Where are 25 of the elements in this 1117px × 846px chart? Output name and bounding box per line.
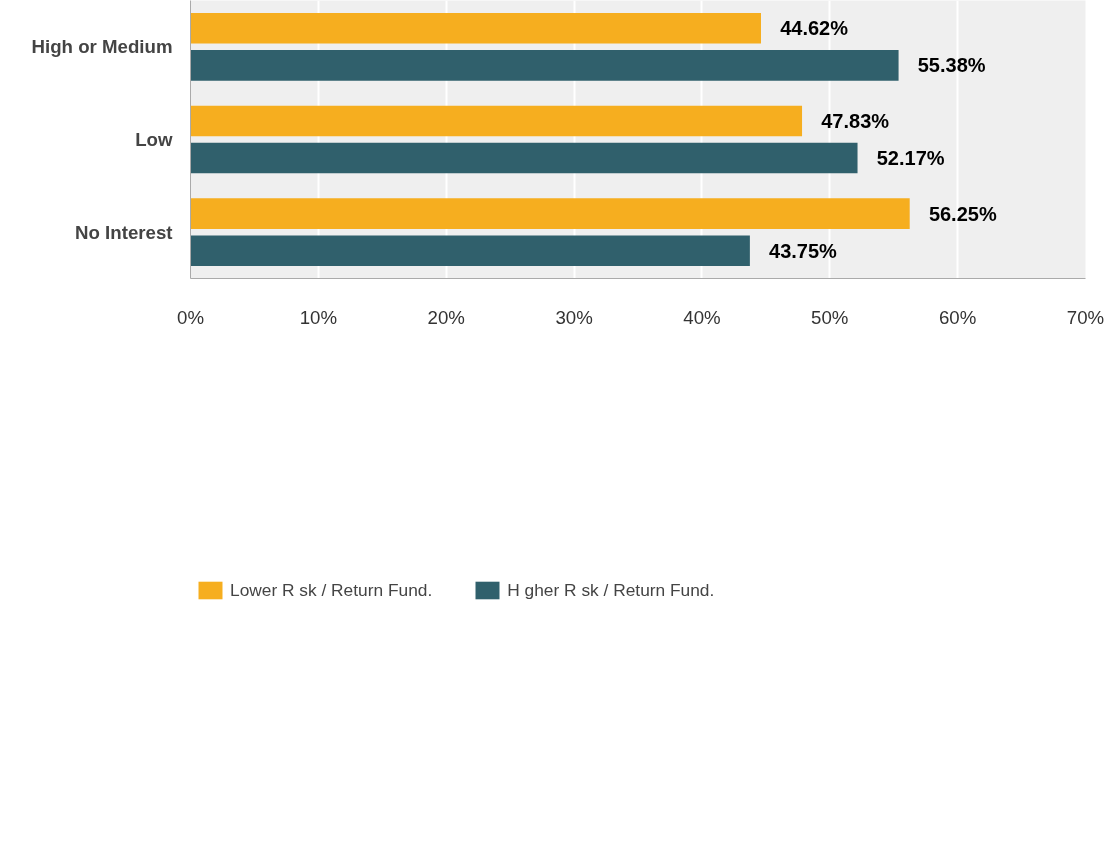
bar — [190, 50, 899, 81]
x-tick-label: 20% — [427, 306, 465, 328]
y-tick-label: High or Medium — [31, 36, 173, 58]
x-tick-label: 70% — [1066, 306, 1105, 328]
bar — [190, 13, 761, 44]
bar — [190, 235, 750, 266]
y-tick-label: No Interest — [75, 221, 173, 243]
bar — [190, 198, 910, 229]
data-label: 44.62% — [780, 17, 849, 40]
x-tick-label: 40% — [683, 306, 721, 328]
data-label: 47.83% — [821, 109, 890, 132]
x-tick-label: 60% — [938, 306, 977, 328]
data-label: 55.38% — [917, 54, 986, 77]
x-tick-label: 50% — [811, 306, 849, 328]
bar — [190, 105, 803, 137]
legend-label: H gher R sk / Return Fund. — [507, 579, 715, 601]
y-tick-label: Low — [135, 129, 173, 150]
legend-label: Lower R sk / Return Fund. — [230, 579, 433, 601]
data-label: 52.17% — [876, 147, 945, 170]
x-tick-label: 0% — [177, 306, 204, 328]
data-label: 56.25% — [928, 202, 997, 225]
data-label: 43.75% — [769, 239, 838, 262]
x-tick-label: 30% — [555, 306, 593, 328]
bar — [190, 142, 858, 174]
x-tick-label: 10% — [299, 306, 338, 328]
